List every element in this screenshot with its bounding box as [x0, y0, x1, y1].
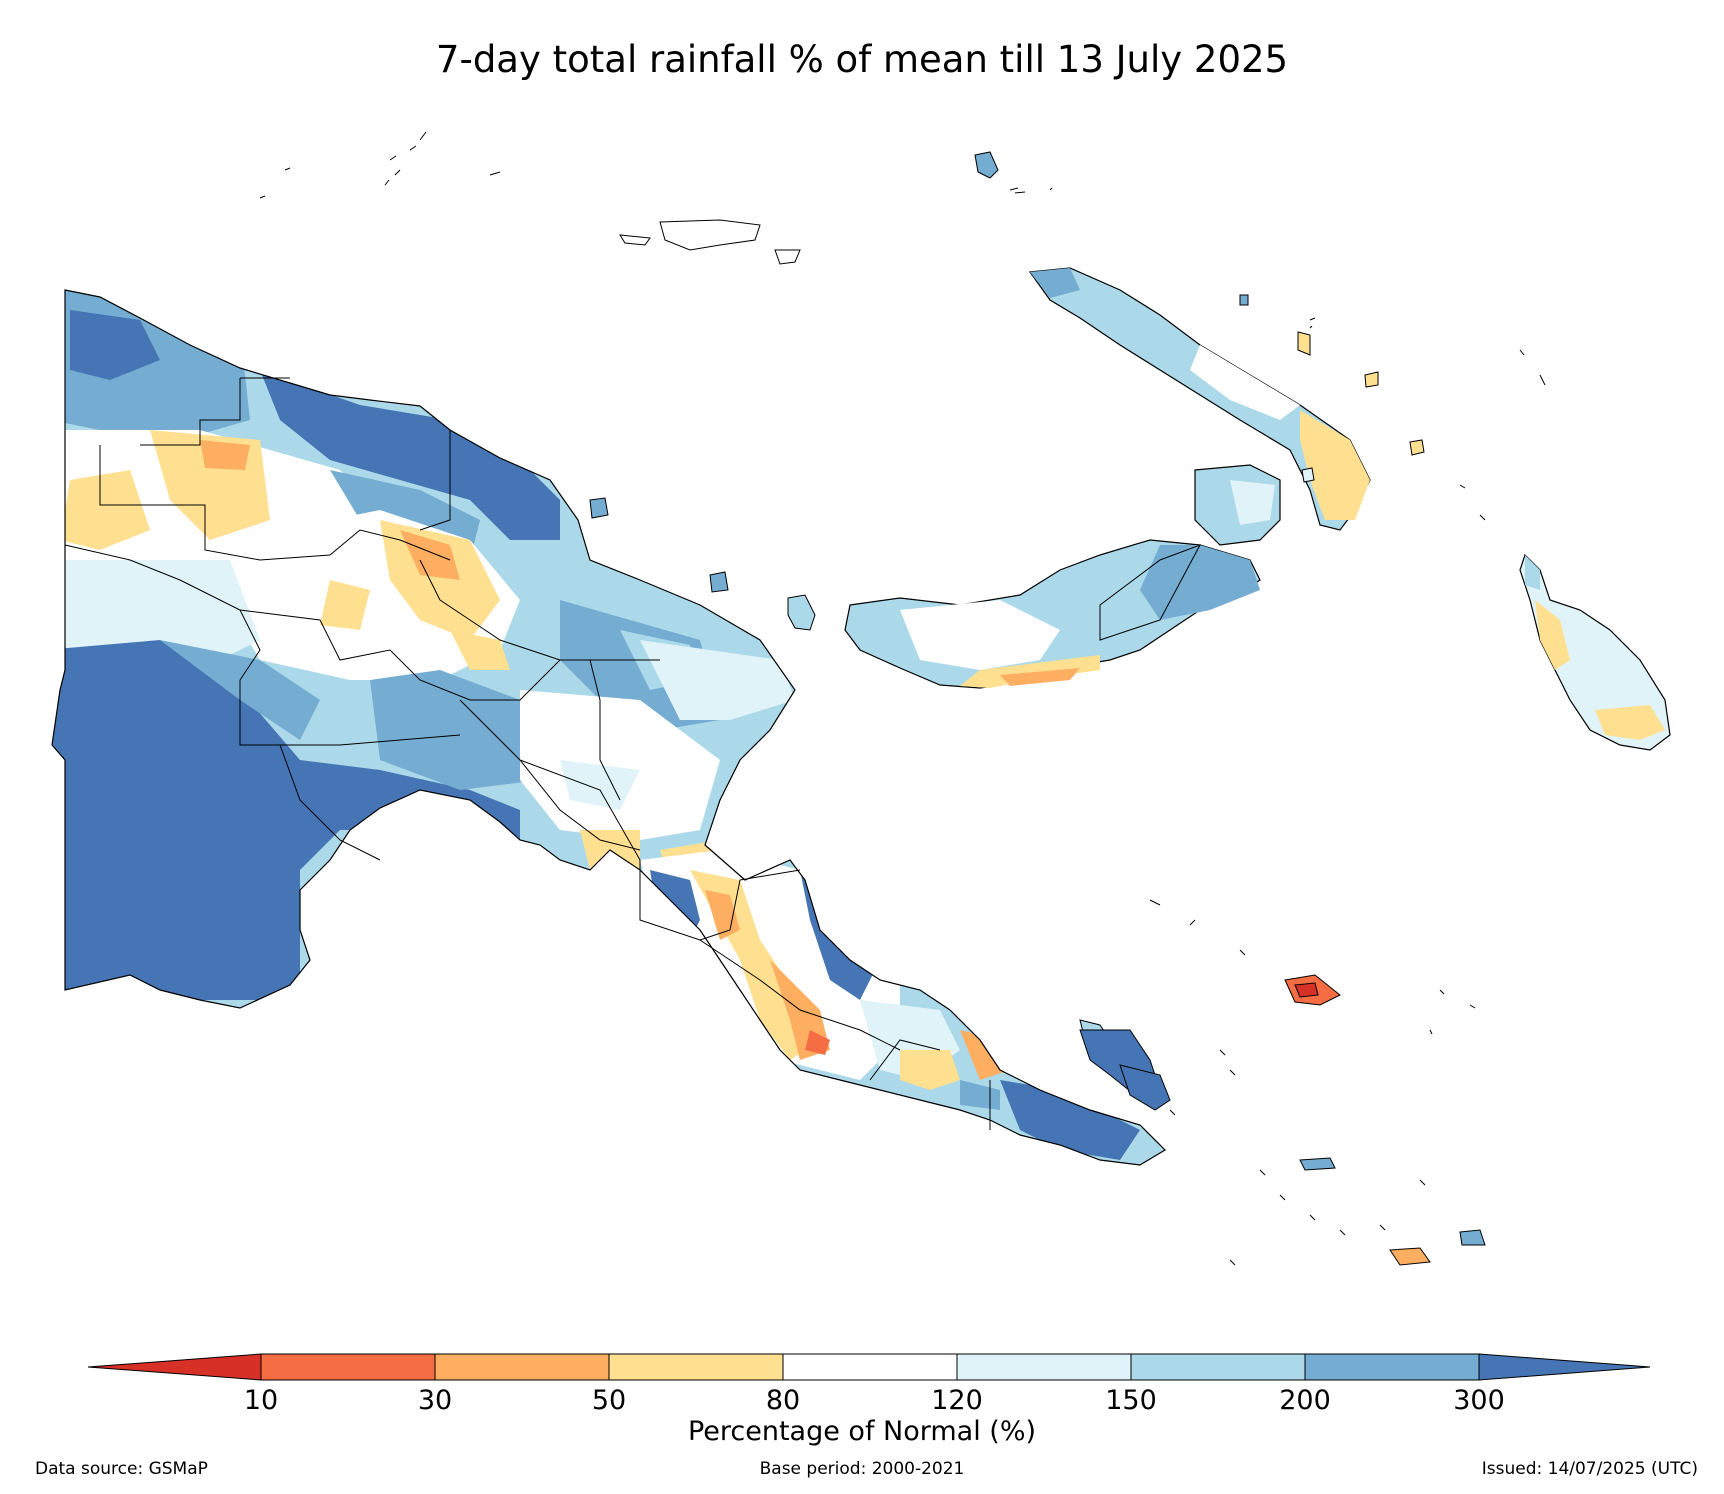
- colorbar-min-extension: [87, 1353, 262, 1381]
- colorbar-bin-10-30: [260, 1353, 436, 1381]
- colorbar-tick-200: 200: [1279, 1385, 1331, 1416]
- colorbar-tick-120: 120: [931, 1385, 983, 1416]
- atolls: [259, 131, 1546, 1266]
- colorbar-tick-80: 80: [765, 1385, 801, 1416]
- colorbar-bin-150-200: [1130, 1353, 1306, 1381]
- map-title: 7-day total rainfall % of mean till 13 J…: [435, 38, 1289, 81]
- colorbar-tick-30: 30: [417, 1385, 453, 1416]
- colorbar-label: Percentage of Normal (%): [687, 1416, 1037, 1447]
- mainland-coastline: [51, 289, 1166, 1166]
- colorbar-bin-50-80: [608, 1353, 784, 1381]
- bougainville: [1519, 553, 1671, 751]
- footer-base-period: Base period: 2000-2021: [759, 1459, 965, 1479]
- colorbar-bin-30-50: [434, 1353, 610, 1381]
- new-britain: [844, 464, 1281, 689]
- colorbar-tick-10: 10: [243, 1385, 279, 1416]
- new-ireland: [1028, 267, 1371, 531]
- footer-issued-date: Issued: 14/07/2025 (UTC): [1481, 1459, 1698, 1479]
- colorbar-bin-120-150: [956, 1353, 1132, 1381]
- colorbar-bin-80-120: [782, 1353, 958, 1381]
- colorbar-tick-300: 300: [1453, 1385, 1505, 1416]
- colorbar-max-extension: [1478, 1353, 1651, 1381]
- colorbar-tick-150: 150: [1105, 1385, 1157, 1416]
- province-boundaries: [64, 377, 991, 1130]
- manus-islands: [619, 219, 801, 265]
- small-islands: [589, 151, 1486, 1266]
- colorbar-tick-50: 50: [591, 1385, 627, 1416]
- colorbar-bin-200-300: [1304, 1353, 1480, 1381]
- footer-data-source: Data source: GSMaP: [35, 1459, 208, 1479]
